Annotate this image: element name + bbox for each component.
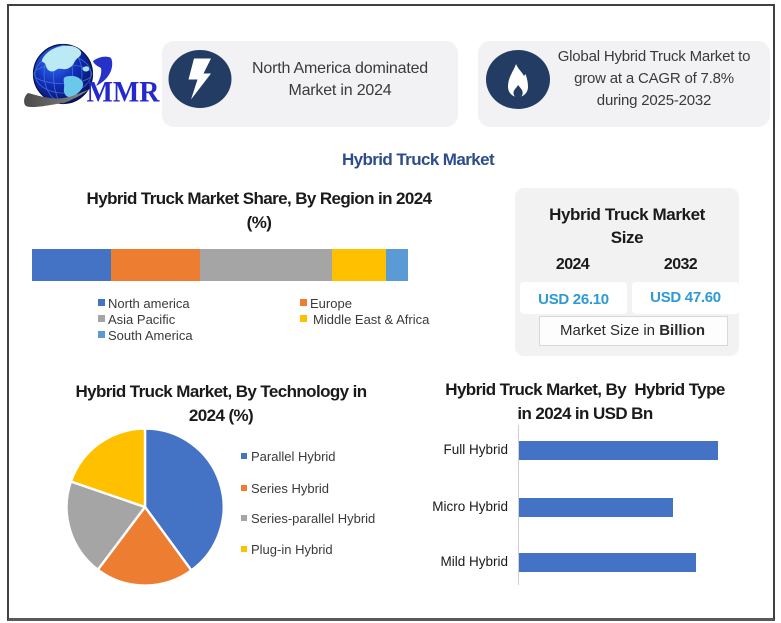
svg-text:MMR: MMR [87,76,160,109]
